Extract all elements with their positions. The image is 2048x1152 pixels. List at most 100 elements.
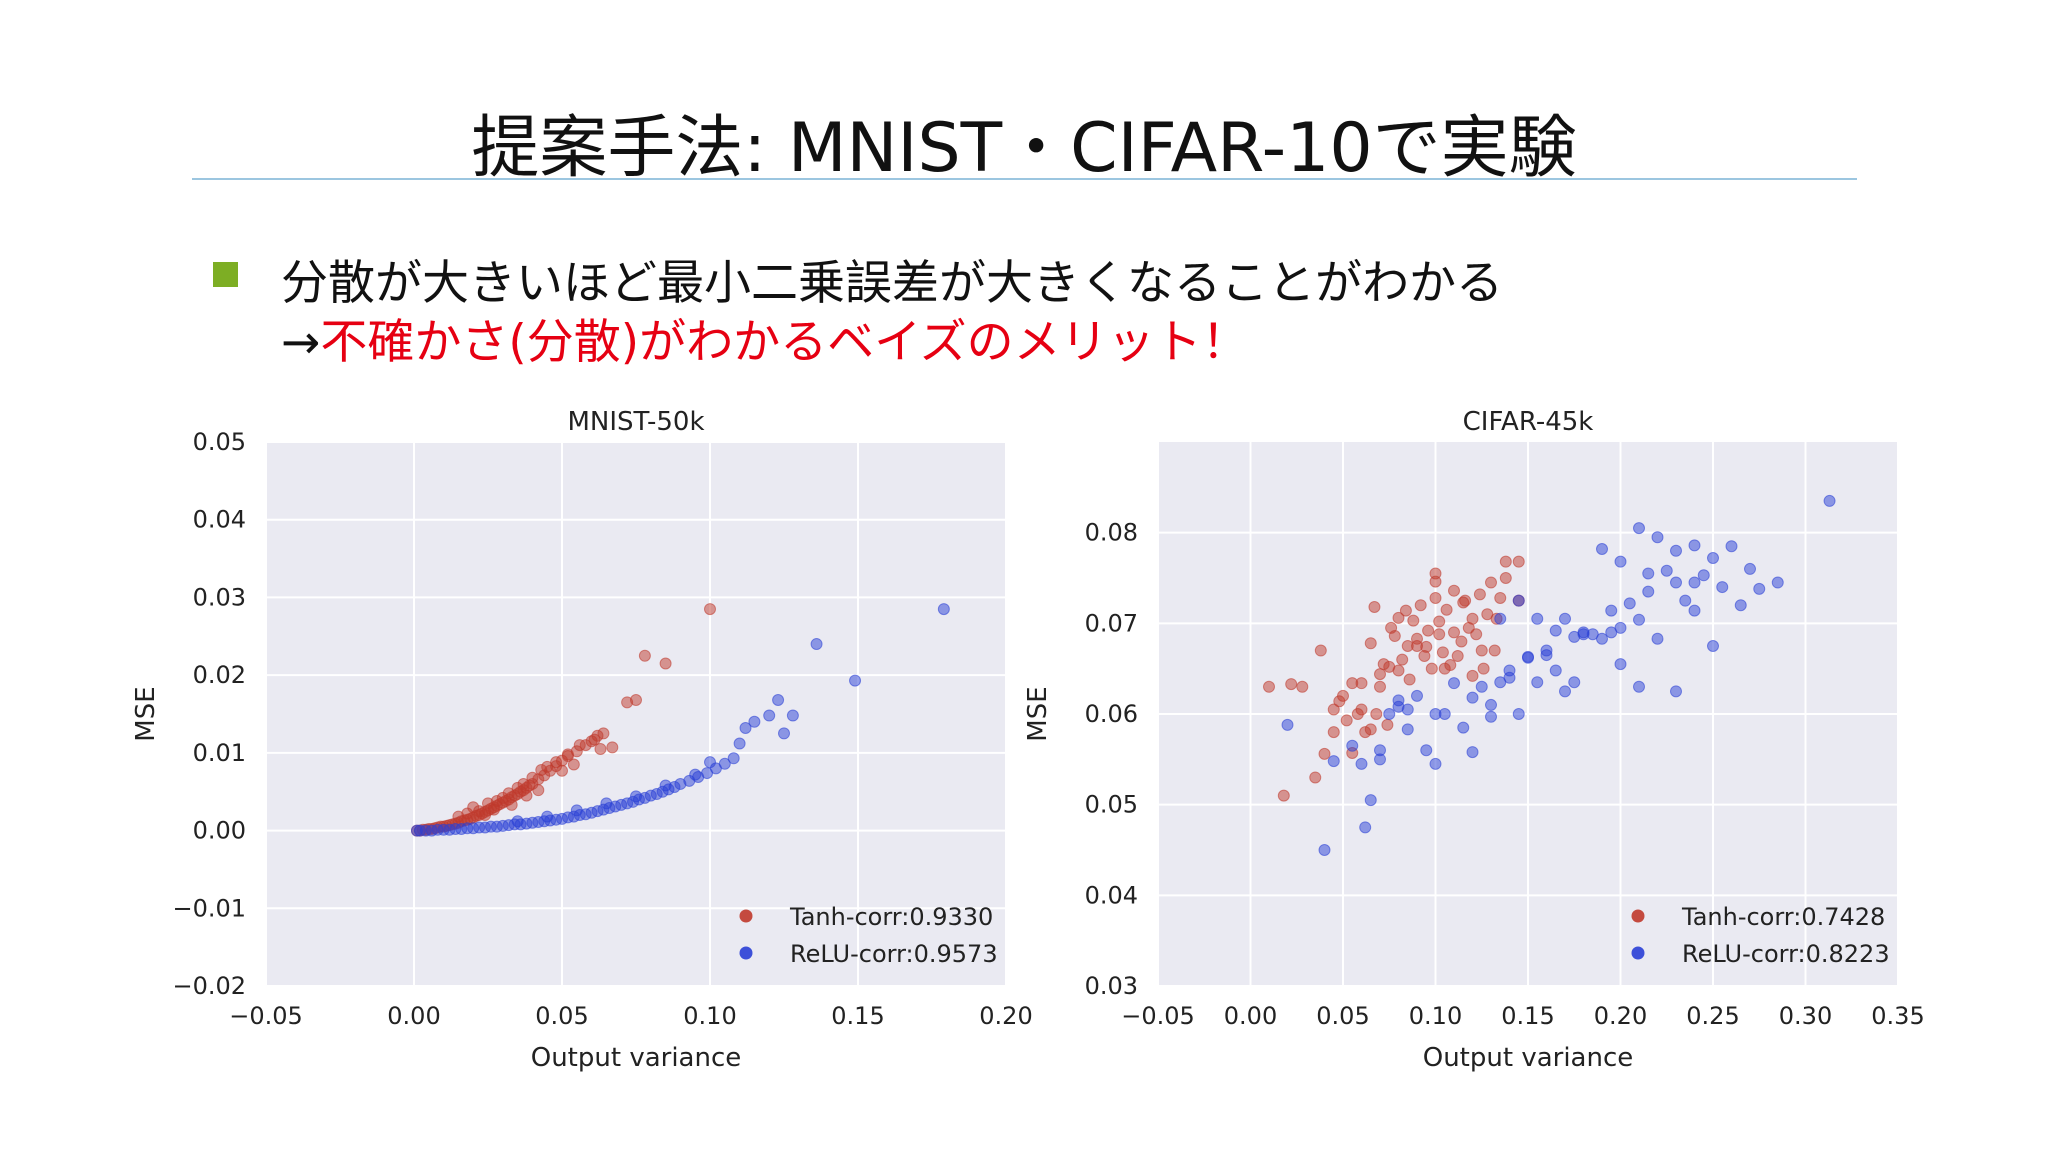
chart2-series1-point: [1309, 771, 1322, 784]
chart1-x-axis-label: Output variance: [531, 1043, 742, 1073]
chart2-series2-point: [1359, 821, 1372, 834]
title-divider: [192, 178, 1857, 180]
chart2-series2-point: [1744, 562, 1756, 575]
chart2-series2-point: [1355, 757, 1368, 770]
chart1-legend-label: ReLU-corr:0.9573: [790, 940, 998, 968]
chart2-series2-point: [1753, 582, 1766, 595]
chart2-y-tick-label: 0.06: [1085, 700, 1138, 728]
chart2-series2-point: [1512, 594, 1525, 607]
chart2-series2-point: [1281, 718, 1294, 731]
chart1-x-tick-label: 0.10: [683, 1002, 736, 1030]
chart1-series1-point: [517, 777, 530, 790]
chart2-x-tick-label: 0.35: [1871, 1002, 1924, 1030]
bullet-square-icon: [213, 262, 238, 287]
chart1-series1-point: [479, 809, 492, 822]
chart1-plot-area: [266, 442, 1006, 986]
chart2-series2-point: [1411, 689, 1423, 702]
chart2-series2-point: [1364, 794, 1377, 807]
chart1-y-tick-label: 0.02: [193, 661, 246, 689]
chart2-series1-point: [1383, 660, 1396, 673]
chart1-series1-point: [556, 764, 568, 777]
chart2-x-tick-label: 0.10: [1409, 1002, 1462, 1030]
chart2-series2-point: [1642, 585, 1655, 598]
chart1-series2-point: [689, 768, 702, 781]
chart2-series2-point: [1679, 594, 1692, 607]
chart2-series2-point: [1651, 531, 1664, 544]
chart2-series1-point: [1263, 680, 1275, 693]
chart2-series2-point: [1466, 691, 1479, 704]
chart2-y-tick-label: 0.08: [1085, 519, 1138, 547]
chart2-series2-point: [1503, 671, 1516, 684]
chart1-legend-marker: [739, 909, 753, 923]
chart2-x-tick-label: −0.05: [1121, 1002, 1195, 1030]
chart2-series2-point: [1448, 677, 1460, 690]
chart2-series2-point: [1651, 632, 1664, 645]
chart1-series2-point: [704, 756, 716, 769]
chart2-x-tick-label: 0.20: [1594, 1002, 1647, 1030]
bullet-text-line2: →不確かさ(分散)がわかるベイズのメリット！: [281, 303, 1249, 372]
chart2-series2-point: [1485, 698, 1497, 711]
chart1-y-tick-label: 0.05: [193, 428, 246, 456]
chart2-series1-point: [1466, 612, 1479, 625]
chart1-x-tick-label: 0.00: [387, 1002, 440, 1030]
arrow-icon: →: [281, 315, 321, 370]
chart1-series2-point: [511, 815, 524, 828]
chart1-series1-point: [505, 798, 518, 811]
chart2-series1-point: [1381, 718, 1394, 731]
chart2-x-tick-label: 0.15: [1501, 1002, 1554, 1030]
chart2-series2-point: [1531, 612, 1544, 625]
chart2-series2-point: [1633, 522, 1645, 535]
chart2-series2-point: [1633, 613, 1645, 626]
chart2-series2-point: [1660, 564, 1673, 577]
chart2-series1-point: [1374, 668, 1386, 681]
chart2-series2-point: [1605, 604, 1618, 617]
chart1-series1-point: [606, 741, 619, 754]
chart1-series2-point: [748, 715, 761, 728]
bullet-highlight: 不確かさ(分散)がわかるベイズのメリット！: [320, 315, 1249, 370]
chart1-series2-point: [630, 790, 642, 803]
chart2-series2-point: [1549, 664, 1562, 677]
chart2-series2-point: [1716, 581, 1729, 594]
chart2-series2-point: [1559, 685, 1571, 698]
chart2-series1-point: [1466, 669, 1479, 682]
chart2-series2-point: [1670, 544, 1682, 557]
chart2-series1-point: [1403, 673, 1416, 686]
chart2-y-axis-label: MSE: [1023, 686, 1053, 741]
chart1-series1-point: [704, 603, 716, 616]
chart2-series2-point: [1494, 612, 1507, 625]
chart2-series2-point: [1605, 626, 1618, 639]
chart2-series1-point: [1396, 653, 1409, 666]
chart2-series1-point: [1512, 555, 1525, 568]
chart2-title: CIFAR-45k: [1463, 407, 1594, 437]
chart2-series1-point: [1399, 604, 1412, 617]
chart2-series1-point: [1470, 628, 1483, 641]
chart2-series2-point: [1512, 708, 1525, 720]
chart2-series2-point: [1823, 494, 1836, 507]
chart1-y-axis-label: MSE: [131, 686, 161, 741]
chart2-series1-point: [1485, 576, 1497, 589]
chart2-series1-point: [1340, 714, 1353, 727]
chart1-series1-point: [526, 771, 539, 784]
chart2-x-tick-label: 0.05: [1316, 1002, 1369, 1030]
chart2-series1-point: [1368, 601, 1381, 614]
chart1-series1-point: [532, 784, 545, 797]
chart1-series2-point: [739, 721, 752, 734]
chart1-x-tick-label: −0.05: [229, 1002, 303, 1030]
chart2-series1-point: [1355, 703, 1368, 716]
chart1-y-tick-label: −0.02: [172, 972, 246, 1000]
chart2-series1-point: [1433, 615, 1446, 628]
chart1-series1-point: [567, 758, 580, 771]
chart1-x-tick-label: 0.15: [831, 1002, 884, 1030]
chart1-series2-point: [718, 757, 731, 770]
chart1-series2-point: [810, 638, 823, 651]
chart2-series1-point: [1425, 662, 1438, 675]
chart2-series1-point: [1429, 591, 1442, 604]
chart2-series1-point: [1499, 555, 1512, 568]
chart2-series1-point: [1277, 789, 1290, 802]
chart2-series2-point: [1531, 676, 1544, 689]
chart2-series2-point: [1577, 628, 1590, 641]
chart2-series2-point: [1429, 708, 1442, 720]
chart2-series1-point: [1337, 689, 1349, 702]
chart2-series1-point: [1327, 703, 1340, 716]
chart1-series1-point: [594, 742, 607, 755]
